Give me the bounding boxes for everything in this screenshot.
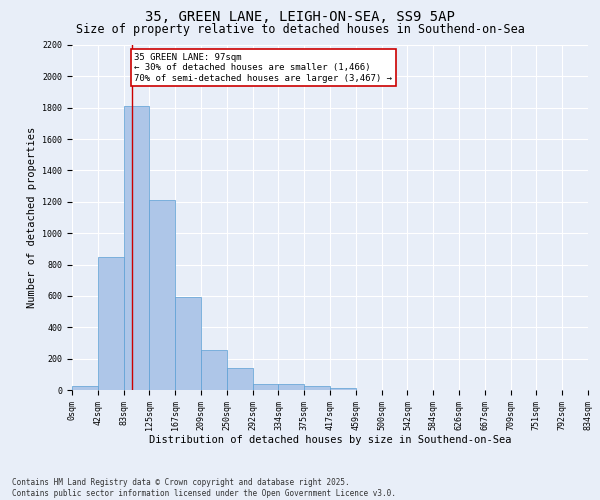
- Bar: [278, 384, 304, 390]
- Bar: [72, 386, 98, 390]
- Text: 35 GREEN LANE: 97sqm
← 30% of detached houses are smaller (1,466)
70% of semi-de: 35 GREEN LANE: 97sqm ← 30% of detached h…: [134, 53, 392, 82]
- Bar: [304, 386, 330, 390]
- Text: Size of property relative to detached houses in Southend-on-Sea: Size of property relative to detached ho…: [76, 22, 524, 36]
- Bar: [201, 350, 227, 390]
- Bar: [175, 296, 201, 390]
- Bar: [227, 368, 253, 390]
- Bar: [149, 200, 175, 390]
- Bar: [98, 258, 124, 390]
- Bar: [253, 384, 278, 390]
- Y-axis label: Number of detached properties: Number of detached properties: [27, 127, 37, 308]
- Bar: [330, 388, 356, 390]
- X-axis label: Distribution of detached houses by size in Southend-on-Sea: Distribution of detached houses by size …: [149, 436, 511, 446]
- Text: Contains HM Land Registry data © Crown copyright and database right 2025.
Contai: Contains HM Land Registry data © Crown c…: [12, 478, 396, 498]
- Bar: [124, 106, 149, 390]
- Text: 35, GREEN LANE, LEIGH-ON-SEA, SS9 5AP: 35, GREEN LANE, LEIGH-ON-SEA, SS9 5AP: [145, 10, 455, 24]
